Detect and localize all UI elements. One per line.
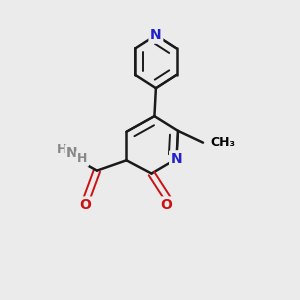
Text: N: N xyxy=(171,152,182,166)
Text: N: N xyxy=(66,146,78,160)
Text: N: N xyxy=(150,28,162,42)
Text: H: H xyxy=(56,143,67,156)
Text: H: H xyxy=(77,152,88,165)
Text: O: O xyxy=(79,198,91,212)
Text: O: O xyxy=(160,198,172,212)
Text: CH₃: CH₃ xyxy=(210,136,236,149)
